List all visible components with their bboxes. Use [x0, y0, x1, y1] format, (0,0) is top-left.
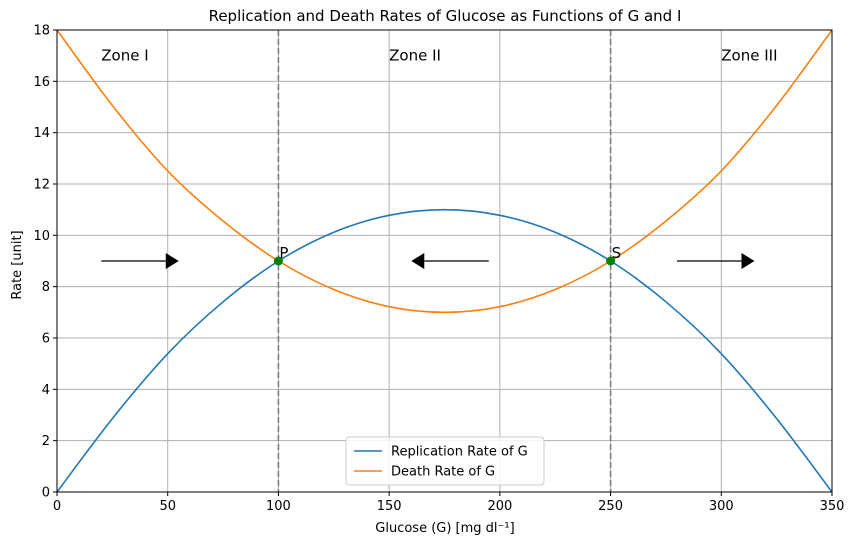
y-tick-label: 6 [42, 332, 50, 347]
chart-title: Replication and Death Rates of Glucose a… [209, 7, 682, 25]
y-tick-label: 10 [33, 229, 50, 244]
zone-label: Zone III [721, 47, 777, 65]
arrow-head [741, 253, 755, 269]
y-tick-label: 0 [42, 486, 50, 501]
legend-box [345, 436, 545, 486]
x-tick-label: 350 [820, 499, 845, 514]
y-tick-label: 4 [42, 383, 50, 398]
point-label: P [279, 244, 288, 262]
zone-label: Zone II [389, 47, 441, 65]
y-axis-label: Rate [unit] [10, 230, 25, 299]
x-tick-label: 50 [159, 499, 176, 514]
legend-entry: Death Rate of G [391, 465, 495, 480]
x-axis-ticks: 0 50 100 150 200 250 300 350 [53, 492, 845, 514]
x-tick-label: 150 [377, 499, 402, 514]
series-line-2 [56, 29, 833, 314]
series-line-1 [56, 208, 833, 493]
arrow-head [165, 253, 179, 269]
equilibrium-point [606, 256, 616, 266]
y-tick-label: 12 [33, 178, 50, 193]
x-tick-label: 100 [266, 499, 291, 514]
x-tick-label: 200 [487, 499, 512, 514]
zone-labels: Zone I Zone II Zone III [101, 47, 777, 65]
y-tick-label: 18 [33, 24, 50, 39]
flow-arrows [101, 253, 755, 269]
plot-frame [56, 29, 833, 493]
x-tick-label: 0 [53, 499, 61, 514]
series-group [56, 29, 833, 493]
legend-entry: Replication Rate of G [391, 445, 528, 460]
y-tick-label: 14 [33, 126, 50, 141]
x-axis-label: Glucose (G) [mg dl⁻¹] [375, 521, 514, 536]
y-tick-label: 8 [42, 280, 50, 295]
y-tick-label: 2 [42, 434, 50, 449]
zone-label: Zone I [101, 47, 148, 65]
arrow-head [411, 253, 425, 269]
x-tick-label: 250 [598, 499, 623, 514]
point-label: S [612, 244, 622, 262]
equilibrium-point [273, 256, 283, 266]
y-tick-label: 16 [33, 75, 50, 90]
y-axis-ticks: 0 2 4 6 8 10 12 14 16 18 [33, 24, 57, 501]
x-tick-label: 300 [709, 499, 734, 514]
legend: Replication Rate of G Death Rate of G [345, 436, 545, 486]
